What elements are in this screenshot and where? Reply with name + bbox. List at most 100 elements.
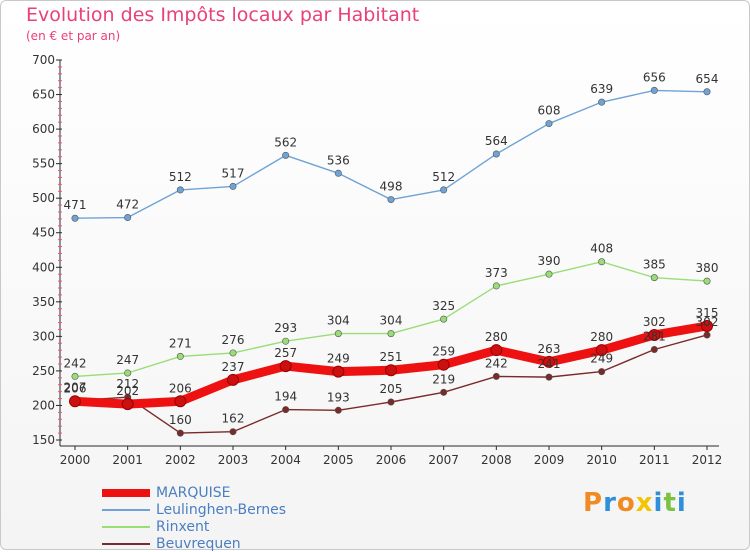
y-tick-label: 150 bbox=[32, 433, 55, 447]
data-label: 237 bbox=[222, 360, 245, 374]
data-label: 304 bbox=[380, 314, 403, 328]
chart-title: Evolution des Impôts locaux par Habitant bbox=[26, 4, 420, 26]
data-point bbox=[598, 258, 606, 266]
x-tick-label: 2006 bbox=[376, 453, 407, 467]
data-point bbox=[334, 406, 342, 414]
x-tick-label: 2004 bbox=[270, 453, 301, 467]
data-point bbox=[703, 331, 711, 339]
data-label: 206 bbox=[64, 381, 87, 395]
data-point bbox=[282, 406, 290, 414]
data-point bbox=[437, 358, 450, 371]
legend-swatch bbox=[102, 542, 150, 545]
legend-item-beuvrequen: Beuvrequen bbox=[102, 535, 286, 552]
logo-letter: o bbox=[616, 488, 636, 518]
data-label: 293 bbox=[274, 321, 297, 335]
logo-letter: i bbox=[653, 488, 664, 518]
data-point bbox=[176, 429, 184, 437]
data-point bbox=[598, 98, 606, 106]
legend-label: Beuvrequen bbox=[156, 535, 241, 552]
data-label: 562 bbox=[274, 135, 297, 149]
data-point bbox=[69, 395, 81, 408]
legend-label: Rinxent bbox=[156, 518, 210, 535]
data-point bbox=[545, 270, 553, 278]
x-tick-label: 2005 bbox=[323, 453, 354, 467]
legend-item-marquise: MARQUISE bbox=[102, 484, 286, 501]
data-label: 471 bbox=[64, 198, 87, 212]
x-tick-label: 2012 bbox=[692, 453, 723, 467]
data-point bbox=[174, 395, 187, 408]
data-point bbox=[229, 182, 237, 190]
data-point bbox=[492, 372, 500, 380]
logo-letter: r bbox=[603, 488, 617, 518]
legend-item-leulinghen-bernes: Leulinghen-Bernes bbox=[102, 501, 286, 518]
y-tick-label: 600 bbox=[32, 122, 55, 136]
data-label: 242 bbox=[64, 356, 87, 370]
data-label: 257 bbox=[274, 346, 297, 360]
data-point bbox=[71, 214, 79, 222]
legend-label: Leulinghen-Bernes bbox=[156, 501, 286, 518]
data-label: 193 bbox=[327, 390, 350, 404]
y-tick-label: 500 bbox=[32, 191, 55, 205]
data-point bbox=[387, 330, 395, 338]
data-point bbox=[387, 398, 395, 406]
data-label: 280 bbox=[590, 330, 613, 344]
x-tick-label: 2001 bbox=[112, 453, 143, 467]
data-label: 162 bbox=[222, 412, 245, 426]
data-label: 241 bbox=[538, 357, 561, 371]
data-point bbox=[595, 344, 608, 357]
data-label: 276 bbox=[222, 333, 245, 347]
data-label: 512 bbox=[169, 170, 192, 184]
data-point bbox=[332, 365, 345, 378]
data-label: 249 bbox=[327, 352, 350, 366]
y-tick-label: 350 bbox=[32, 295, 55, 309]
logo-letter: P bbox=[583, 488, 604, 518]
data-point bbox=[545, 373, 553, 381]
data-point bbox=[492, 150, 500, 158]
data-point bbox=[227, 373, 239, 386]
data-point bbox=[440, 388, 448, 396]
y-tick-label: 650 bbox=[32, 88, 55, 102]
data-point bbox=[650, 86, 658, 94]
y-tick-label: 450 bbox=[32, 226, 55, 240]
data-label: 656 bbox=[643, 70, 666, 84]
data-label: 160 bbox=[169, 413, 192, 427]
data-label: 259 bbox=[432, 345, 455, 359]
data-point bbox=[701, 320, 713, 332]
data-label: 315 bbox=[696, 306, 719, 320]
y-tick-label: 400 bbox=[32, 260, 55, 274]
data-label: 219 bbox=[432, 372, 455, 386]
data-point bbox=[71, 372, 79, 380]
data-point bbox=[121, 398, 134, 411]
data-point bbox=[543, 355, 555, 368]
x-tick-label: 2007 bbox=[428, 453, 459, 467]
x-tick-label: 2002 bbox=[165, 453, 196, 467]
data-point bbox=[648, 328, 661, 341]
data-point bbox=[703, 277, 711, 285]
data-point bbox=[176, 186, 184, 194]
x-tick-label: 2010 bbox=[586, 453, 617, 467]
data-point bbox=[334, 330, 342, 338]
data-label: 564 bbox=[485, 134, 508, 148]
y-tick-label: 250 bbox=[32, 364, 55, 378]
data-label: 639 bbox=[590, 82, 613, 96]
data-label: 304 bbox=[327, 314, 350, 328]
x-tick-label: 2008 bbox=[481, 453, 512, 467]
data-point bbox=[229, 349, 237, 357]
data-point bbox=[650, 345, 658, 353]
data-label: 205 bbox=[380, 382, 403, 396]
data-point bbox=[490, 344, 503, 357]
data-point bbox=[545, 120, 553, 128]
data-label: 207 bbox=[64, 381, 87, 395]
data-point bbox=[492, 282, 500, 290]
data-label: 390 bbox=[538, 254, 561, 268]
data-point bbox=[385, 364, 397, 377]
data-point bbox=[176, 352, 184, 360]
data-point bbox=[703, 88, 711, 96]
data-label: 373 bbox=[485, 266, 508, 280]
data-label: 280 bbox=[485, 330, 508, 344]
y-tick-label: 300 bbox=[32, 329, 55, 343]
data-label: 251 bbox=[380, 350, 403, 364]
data-label: 212 bbox=[116, 377, 139, 391]
